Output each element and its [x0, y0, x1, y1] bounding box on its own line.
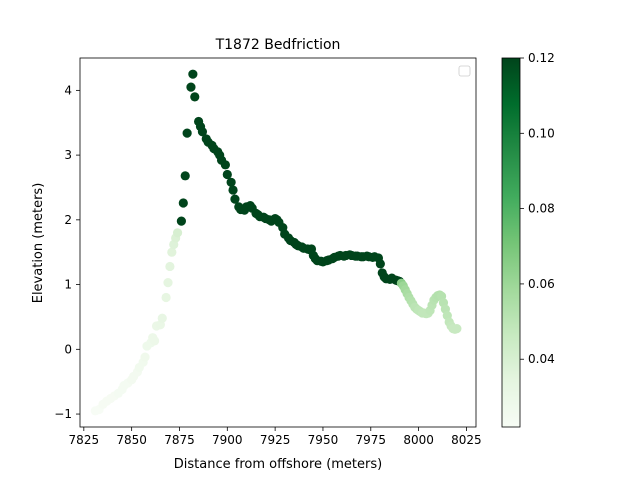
- data-point: [172, 228, 183, 238]
- y-axis-ticks: −1 0 1 2 3 4: [54, 83, 80, 421]
- scatter-points: [90, 69, 462, 416]
- x-tick-label: 8025: [451, 433, 482, 447]
- data-point: [375, 259, 385, 269]
- y-tick-label: −1: [54, 407, 72, 421]
- x-axis-ticks: 7825 7850 7875 7900 7925 7950 7975 8000 8025: [69, 427, 482, 447]
- data-point: [150, 336, 160, 346]
- colorbar-ticks: 0.04 0.06 0.08 0.10 0.12: [520, 51, 555, 366]
- colorbar: 0.04 0.06 0.08 0.10 0.12: [501, 51, 555, 428]
- x-tick-label: 7975: [356, 433, 387, 447]
- plot-frame: [79, 57, 477, 428]
- data-point: [230, 194, 240, 204]
- data-point: [182, 128, 192, 138]
- x-tick-label: 7850: [116, 433, 147, 447]
- y-tick-label: 0: [64, 342, 72, 356]
- data-point: [165, 261, 175, 272]
- data-point: [176, 216, 186, 226]
- data-point: [180, 171, 190, 181]
- data-point: [188, 69, 198, 79]
- x-tick-label: 7900: [212, 433, 243, 447]
- data-point: [220, 160, 230, 170]
- colorbar-tick-label: 0.08: [528, 202, 555, 216]
- x-tick-label: 8000: [403, 433, 434, 447]
- y-tick-label: 2: [64, 213, 72, 227]
- colorbar-tick-label: 0.04: [528, 352, 555, 366]
- chart-title: T1872 Bedfriction: [215, 37, 341, 53]
- colorbar-tick-label: 0.10: [528, 126, 555, 140]
- data-point: [163, 278, 173, 288]
- data-point: [228, 185, 238, 195]
- x-tick-label: 7925: [260, 433, 291, 447]
- x-tick-label: 7875: [164, 433, 195, 447]
- x-tick-label: 7950: [308, 433, 339, 447]
- data-point: [186, 82, 196, 92]
- colorbar-tick-label: 0.12: [528, 51, 555, 65]
- data-point: [452, 324, 462, 334]
- data-point: [190, 92, 200, 102]
- y-tick-label: 3: [64, 148, 72, 162]
- y-axis-label: Elevation (meters): [31, 183, 46, 304]
- data-point: [222, 169, 232, 180]
- data-point: [157, 313, 167, 323]
- data-point: [167, 247, 177, 257]
- y-tick-label: 4: [64, 83, 72, 97]
- data-point: [226, 177, 236, 187]
- data-point: [140, 352, 150, 362]
- data-point: [161, 292, 171, 303]
- colorbar-gradient: [501, 57, 521, 428]
- data-point: [197, 127, 208, 137]
- y-tick-label: 1: [64, 278, 72, 292]
- legend-box: [458, 65, 471, 77]
- colorbar-tick-label: 0.06: [528, 277, 555, 291]
- x-axis-label: Distance from offshore (meters): [174, 457, 382, 472]
- x-tick-label: 7825: [69, 433, 100, 447]
- data-point: [178, 198, 188, 208]
